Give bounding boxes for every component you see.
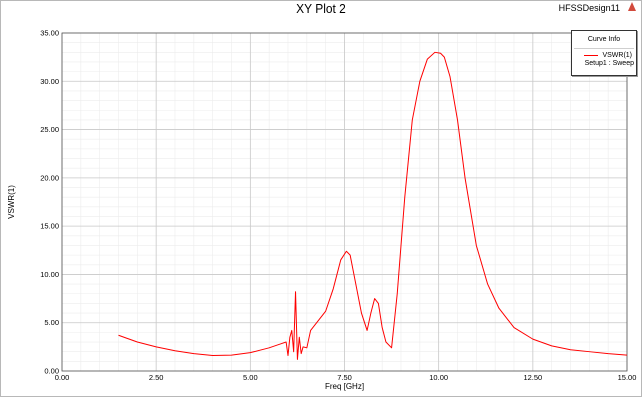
major-grid	[61, 32, 628, 372]
series-line-vswr	[118, 51, 628, 360]
ansys-triangle-icon	[628, 2, 636, 11]
plot-axes	[61, 32, 628, 372]
legend-setup-label: Setup1 : Sweep	[584, 60, 634, 67]
y-tick-label: 5.00	[44, 318, 59, 327]
legend-series-name: VSWR(1)	[602, 52, 632, 59]
x-tick-label: 0.00	[55, 373, 70, 382]
y-tick-label: 30.00	[40, 77, 59, 86]
x-tick-label: 7.50	[337, 373, 352, 382]
legend-swatch	[584, 55, 599, 56]
x-tick-label: 2.50	[149, 373, 164, 382]
x-axis-label: Freq [GHz]	[325, 382, 364, 391]
y-tick-label: 15.00	[40, 222, 59, 231]
x-tick-label: 5.00	[243, 373, 258, 382]
curve-info-legend[interactable]: Curve Info VSWR(1) Setup1 : Sweep	[571, 30, 637, 76]
y-tick-label: 35.00	[40, 29, 59, 38]
x-tick-label: 15.00	[618, 373, 637, 382]
x-tick-label: 12.50	[523, 373, 542, 382]
y-tick-label: 10.00	[40, 270, 59, 279]
legend-entry[interactable]: VSWR(1)	[572, 52, 636, 59]
tick-labels: 0.00 2.50 5.00 7.50 10.00 12.50 15.00 0.00 5.00 1…	[40, 29, 636, 383]
legend-header: Curve Info	[574, 31, 634, 49]
y-axis-label: VSWR(1)	[7, 185, 16, 219]
plot-area-border	[61, 32, 628, 372]
y-tick-label: 0.00	[44, 367, 59, 376]
x-tick-label: 10.00	[429, 373, 448, 382]
design-name: HFSSDesign11	[558, 3, 620, 13]
y-tick-label: 20.00	[40, 173, 59, 182]
y-tick-label: 25.00	[40, 125, 59, 134]
series-layer	[118, 51, 628, 360]
chart-title: XY Plot 2	[296, 1, 346, 16]
